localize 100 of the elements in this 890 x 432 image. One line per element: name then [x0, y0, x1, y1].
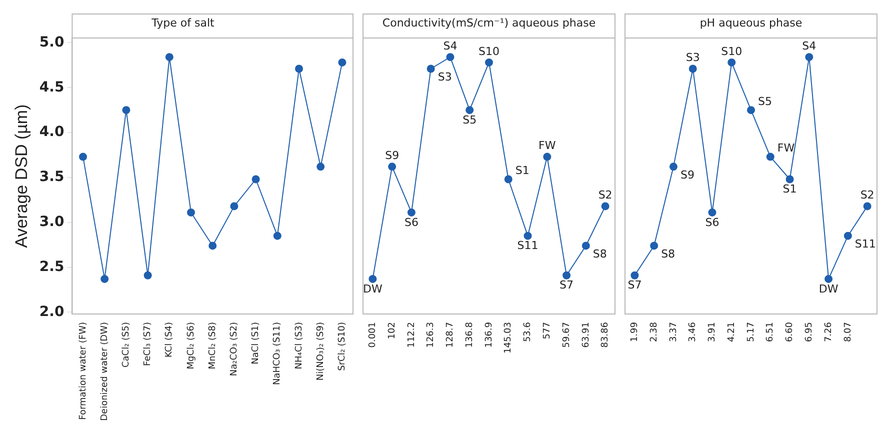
y-tick-label: 2.5: [39, 258, 64, 275]
point: [316, 162, 325, 171]
x-tick-label: 0.001: [368, 322, 378, 348]
point: [824, 274, 833, 283]
point: [122, 106, 130, 114]
x-tick-label: MgCl₂ (S6): [186, 322, 196, 370]
data-label: DW: [363, 282, 382, 296]
point: [504, 175, 512, 184]
x-tick-label: 53.6: [523, 322, 534, 342]
point: [388, 162, 396, 171]
x-tick-label: 2.38: [649, 322, 660, 342]
x-tick-label: Formation water (FW): [78, 322, 88, 420]
x-tick-label: 1.99: [630, 322, 640, 342]
data-label: S1: [515, 164, 530, 178]
y-tick-label: 5.0: [39, 34, 64, 50]
point: [708, 208, 716, 216]
data-label: S4: [443, 39, 458, 52]
point: [863, 202, 872, 210]
x-tick-label: 3.46: [688, 322, 698, 342]
point: [252, 175, 260, 184]
point: [165, 53, 174, 62]
data-label: S4: [802, 39, 816, 52]
data-label: S1: [782, 182, 797, 196]
point: [187, 208, 195, 216]
data-label: S2: [598, 188, 612, 202]
point: [144, 271, 152, 280]
point: [562, 271, 571, 280]
data-label: DW: [818, 282, 838, 296]
data-label: FW: [777, 142, 795, 155]
x-tick-label: Ni(NO₃)₂ (S9): [316, 322, 326, 381]
x-tick-label: Deionized water (DW): [100, 322, 110, 421]
point: [295, 64, 303, 73]
x-tick-label: 63.91: [581, 322, 592, 348]
chart-title: pH aqueous phase: [700, 16, 802, 30]
data-label: S3: [686, 51, 700, 64]
data-label: S9: [385, 149, 400, 162]
x-tick-label: 145.03: [504, 322, 514, 354]
point: [543, 152, 552, 161]
x-tick-label: 3.37: [668, 322, 679, 342]
x-tick-label: 7.26: [824, 322, 834, 342]
point: [100, 274, 109, 283]
data-label: S6: [404, 216, 418, 229]
data-label: S10: [721, 44, 742, 58]
point: [230, 202, 238, 210]
point: [766, 152, 774, 161]
chart-title: Conductivity(mS/cm⁻¹) aqueous phase: [382, 16, 596, 30]
x-tick-label: 126.3: [426, 322, 436, 348]
point: [208, 242, 217, 250]
point: [338, 58, 346, 66]
data-label: S8: [661, 248, 676, 261]
x-tick-label: 102: [387, 322, 398, 340]
y-tick-label: 4.5: [39, 79, 64, 96]
y-tick-label: 3.0: [39, 214, 64, 230]
x-tick-label: 4.21: [726, 322, 737, 342]
x-tick-label: 136.9: [484, 322, 494, 348]
data-label: S5: [462, 113, 477, 126]
y-tick-label: 2.0: [39, 304, 64, 320]
x-tick-label: 112.2: [406, 322, 417, 348]
point: [426, 64, 435, 73]
y-axis-title: Average DSD (µm): [12, 104, 31, 248]
x-tick-label: 83.86: [600, 322, 611, 348]
x-tick-label: NaHCO₃ (S11): [272, 322, 283, 386]
x-tick-label: 6.51: [766, 322, 776, 342]
point: [688, 64, 697, 73]
x-tick-label: 6.60: [785, 322, 796, 342]
point: [582, 242, 590, 250]
point: [650, 242, 658, 250]
data-label: S11: [854, 238, 876, 251]
data-label: S10: [478, 44, 500, 58]
x-tick-label: MnCl₂ (S8): [208, 322, 218, 370]
point: [79, 152, 87, 161]
y-tick-label: 3.5: [39, 169, 64, 186]
x-tick-label: 8.07: [843, 322, 854, 342]
point: [485, 58, 493, 66]
x-tick-label: NH₄Cl (S3): [294, 322, 304, 370]
data-label: S2: [860, 188, 874, 202]
x-tick-label: 5.17: [746, 322, 756, 342]
x-tick-label: CaCl₂ (S5): [122, 322, 132, 368]
point: [273, 232, 282, 240]
data-label: S6: [705, 216, 720, 229]
data-label: S8: [592, 248, 607, 261]
data-label: S11: [517, 239, 538, 252]
data-label: S5: [758, 94, 772, 108]
point: [601, 202, 610, 210]
data-label: S7: [628, 278, 642, 292]
point: [669, 162, 678, 171]
x-tick-label: NaCl (S1): [251, 322, 262, 364]
x-tick-label: 577: [542, 322, 552, 340]
x-tick-label: SrCl₂ (S10): [338, 322, 348, 371]
data-label: S3: [438, 70, 452, 84]
x-tick-label: 59.67: [562, 322, 572, 348]
data-label: FW: [538, 139, 556, 152]
data-label: S7: [560, 278, 574, 292]
chart-title: Type of salt: [150, 16, 216, 30]
x-tick-label: 128.7: [446, 322, 456, 348]
data-label: S9: [680, 168, 694, 182]
point: [368, 274, 377, 283]
point: [524, 232, 532, 240]
point: [805, 53, 814, 62]
x-tick-label: 6.95: [804, 322, 814, 342]
